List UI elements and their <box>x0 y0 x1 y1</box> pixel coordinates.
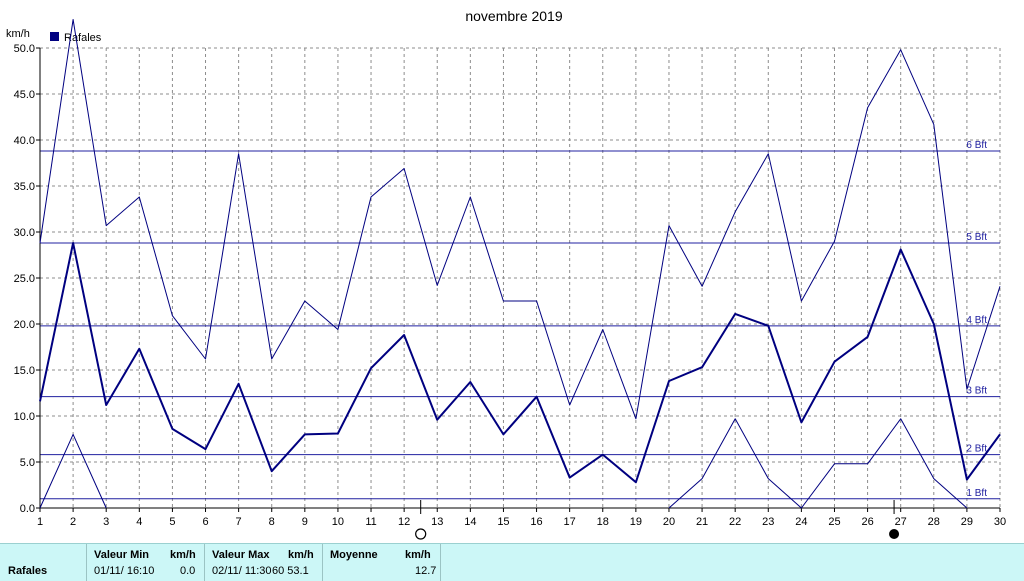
x-tick-label: 11 <box>365 516 376 528</box>
beaufort-label: 4 Bft <box>966 315 987 326</box>
y-tick-label: 10.0 <box>14 411 35 423</box>
axes: 0.0 5.0 10.0 15.0 20.0 25.0 30.0 35.0 40.0 45.0 50… <box>14 43 1007 528</box>
y-tick-label: 5.0 <box>20 457 35 469</box>
y-axis-unit: km/h <box>6 28 30 40</box>
y-tick-label: 40.0 <box>14 135 35 147</box>
y-tick-label: 20.0 <box>14 319 35 331</box>
avg-unit-header: km/h <box>405 549 431 561</box>
beaufort-lines: 1 Bft 2 Bft 3 Bft 4 Bft 5 Bft 6 Bft <box>40 140 1000 500</box>
x-tick-label: 2 <box>70 516 76 528</box>
y-tick-label: 50.0 <box>14 43 35 55</box>
grid <box>40 47 1001 508</box>
x-tick-label: 27 <box>895 516 907 528</box>
x-tick-label: 19 <box>630 516 642 528</box>
series-line-max <box>39 19 1001 420</box>
summary-panel: Rafales Valeur Min km/h 01/11/ 16:10 0.0… <box>0 543 1024 581</box>
series-line-min <box>668 418 968 509</box>
series-line-mean <box>39 242 1001 484</box>
max-value: 60 53.1 <box>272 565 309 577</box>
separator <box>322 544 323 581</box>
x-tick-label: 6 <box>202 516 208 528</box>
x-tick-label: 15 <box>497 516 509 528</box>
max-date: 02/11/ 11:30 <box>212 565 272 577</box>
x-tick-label: 26 <box>861 516 873 528</box>
summary-row-label: Rafales <box>8 565 48 577</box>
separator <box>204 544 205 581</box>
x-tick-label: 22 <box>729 516 741 528</box>
max-header: Valeur Max <box>212 549 270 561</box>
avg-value: 12.7 <box>415 565 437 577</box>
min-value: 0.0 <box>180 565 196 577</box>
series-line-min <box>39 433 107 509</box>
x-tick-label: 18 <box>597 516 609 528</box>
y-tick-label: 0.0 <box>20 503 35 515</box>
x-tick-label: 5 <box>169 516 175 528</box>
x-tick-label: 3 <box>103 516 109 528</box>
x-tick-label: 10 <box>332 516 344 528</box>
y-tick-label: 35.0 <box>14 181 35 193</box>
y-tick-label: 45.0 <box>14 89 35 101</box>
x-tick-label: 8 <box>269 516 275 528</box>
x-tick-label: 12 <box>398 516 410 528</box>
wind-chart: novembre 2019 km/h Rafales 1 Bft 2 Bft 3 B… <box>6 8 1007 540</box>
x-tick-label: 7 <box>236 516 242 528</box>
y-tick-label: 15.0 <box>14 365 35 377</box>
x-tick-label: 21 <box>696 516 708 528</box>
beaufort-label: 3 Bft <box>966 386 987 397</box>
x-tick-label: 13 <box>431 516 443 528</box>
beaufort-label: 6 Bft <box>966 140 987 151</box>
x-tick-label: 16 <box>530 516 542 528</box>
beaufort-label: 5 Bft <box>966 232 987 243</box>
x-tick-label: 14 <box>464 516 476 528</box>
full-moon-icon <box>415 528 427 540</box>
x-tick-label: 4 <box>136 516 142 528</box>
x-tick-label: 30 <box>994 516 1006 528</box>
beaufort-label: 1 Bft <box>966 488 987 499</box>
min-unit-header: km/h <box>170 549 196 561</box>
x-tick-label: 1 <box>37 516 43 528</box>
new-moon-icon <box>889 529 900 539</box>
moon-markers <box>415 500 900 540</box>
y-tick-label: 25.0 <box>14 273 35 285</box>
x-tick-label: 24 <box>795 516 807 528</box>
x-tick-label: 17 <box>564 516 576 528</box>
min-header: Valeur Min <box>94 549 150 561</box>
x-tick-label: 28 <box>928 516 940 528</box>
chart-title: novembre 2019 <box>465 8 563 24</box>
legend-swatch <box>50 32 59 41</box>
legend-label: Rafales <box>64 32 102 44</box>
x-tick-label: 9 <box>302 516 308 528</box>
separator <box>86 544 87 581</box>
series-group <box>39 19 1001 509</box>
x-tick-label: 23 <box>762 516 774 528</box>
x-tick-label: 20 <box>663 516 675 528</box>
x-tick-label: 25 <box>828 516 840 528</box>
min-date: 01/11/ 16:10 <box>94 565 155 577</box>
beaufort-label: 2 Bft <box>966 444 987 455</box>
separator <box>440 544 441 581</box>
x-tick-label: 29 <box>961 516 973 528</box>
avg-header: Moyenne <box>330 549 378 561</box>
max-unit-header: km/h <box>288 549 314 561</box>
y-tick-label: 30.0 <box>14 227 35 239</box>
